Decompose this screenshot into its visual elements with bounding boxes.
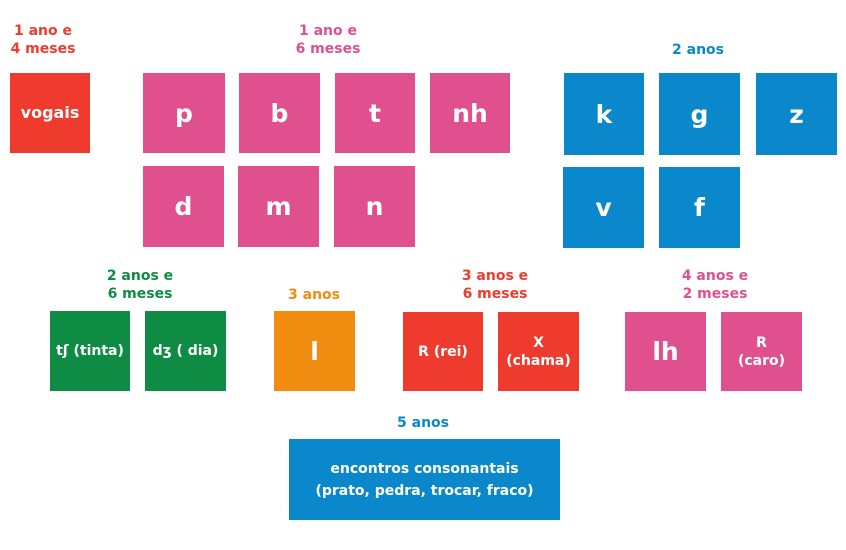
sound-box-nh: nh [430, 73, 510, 153]
age-label-1-ano-6-meses: 1 ano e 6 meses [295, 23, 361, 57]
sound-box-f: f [659, 167, 740, 248]
sound-box-d: d [143, 166, 224, 247]
sound-box-z: z [756, 73, 837, 155]
sound-box-v: v [563, 167, 644, 248]
age-label-2-anos: 2 anos [672, 42, 724, 58]
sound-box-n: n [334, 166, 415, 247]
sound-box-p: p [143, 73, 225, 153]
sound-box-lh: lh [625, 312, 706, 391]
age-label-2-anos-6-meses: 2 anos e 6 meses [106, 268, 174, 302]
sound-box-caro: R (caro) [721, 312, 802, 391]
age-label-3-anos: 3 anos [288, 287, 340, 303]
sound-box-t: t [335, 73, 415, 153]
sound-box-vogais: vogais [10, 73, 90, 153]
sound-box-encontros-consonantais: encontros consonantais (prato, pedra, tr… [289, 439, 560, 520]
age-label-3-anos-6-meses: 3 anos e 6 meses [461, 268, 529, 302]
age-label-4-anos-2-meses: 4 anos e 2 meses [681, 268, 749, 302]
sound-box-tinta: tʃ (tinta) [50, 311, 130, 391]
sound-box-g: g [659, 73, 740, 155]
sound-box-chama: X (chama) [498, 312, 579, 391]
sound-box-l: l [274, 311, 355, 391]
sound-box-b: b [239, 73, 320, 153]
sound-box-rei: R (rei) [403, 312, 483, 391]
age-label-5-anos: 5 anos [397, 415, 449, 431]
age-label-1-ano-4-meses: 1 ano e 4 meses [10, 23, 76, 57]
sound-box-m: m [238, 166, 319, 247]
sound-box-dia: dʒ ( dia) [145, 311, 226, 391]
sound-box-k: k [564, 73, 644, 155]
